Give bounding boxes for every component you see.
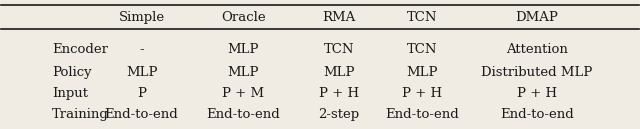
Text: Distributed MLP: Distributed MLP <box>481 66 593 79</box>
Text: P + M: P + M <box>223 87 264 100</box>
Text: P: P <box>137 87 146 100</box>
Text: TCN: TCN <box>406 43 437 56</box>
Text: 2-step: 2-step <box>319 108 360 122</box>
Text: MLP: MLP <box>228 66 259 79</box>
Text: P + H: P + H <box>402 87 442 100</box>
Text: TCN: TCN <box>406 11 437 24</box>
Text: Attention: Attention <box>506 43 568 56</box>
Text: Simple: Simple <box>118 11 164 24</box>
Text: TCN: TCN <box>324 43 355 56</box>
Text: DMAP: DMAP <box>515 11 558 24</box>
Text: MLP: MLP <box>228 43 259 56</box>
Text: Encoder: Encoder <box>52 43 108 56</box>
Text: End-to-end: End-to-end <box>500 108 573 122</box>
Text: P + H: P + H <box>516 87 557 100</box>
Text: MLP: MLP <box>406 66 438 79</box>
Text: End-to-end: End-to-end <box>207 108 280 122</box>
Text: End-to-end: End-to-end <box>385 108 459 122</box>
Text: RMA: RMA <box>323 11 356 24</box>
Text: MLP: MLP <box>126 66 157 79</box>
Text: Input: Input <box>52 87 88 100</box>
Text: MLP: MLP <box>323 66 355 79</box>
Text: Oracle: Oracle <box>221 11 266 24</box>
Text: Training: Training <box>52 108 109 122</box>
Text: -: - <box>140 43 144 56</box>
Text: P + H: P + H <box>319 87 359 100</box>
Text: Policy: Policy <box>52 66 92 79</box>
Text: End-to-end: End-to-end <box>105 108 179 122</box>
